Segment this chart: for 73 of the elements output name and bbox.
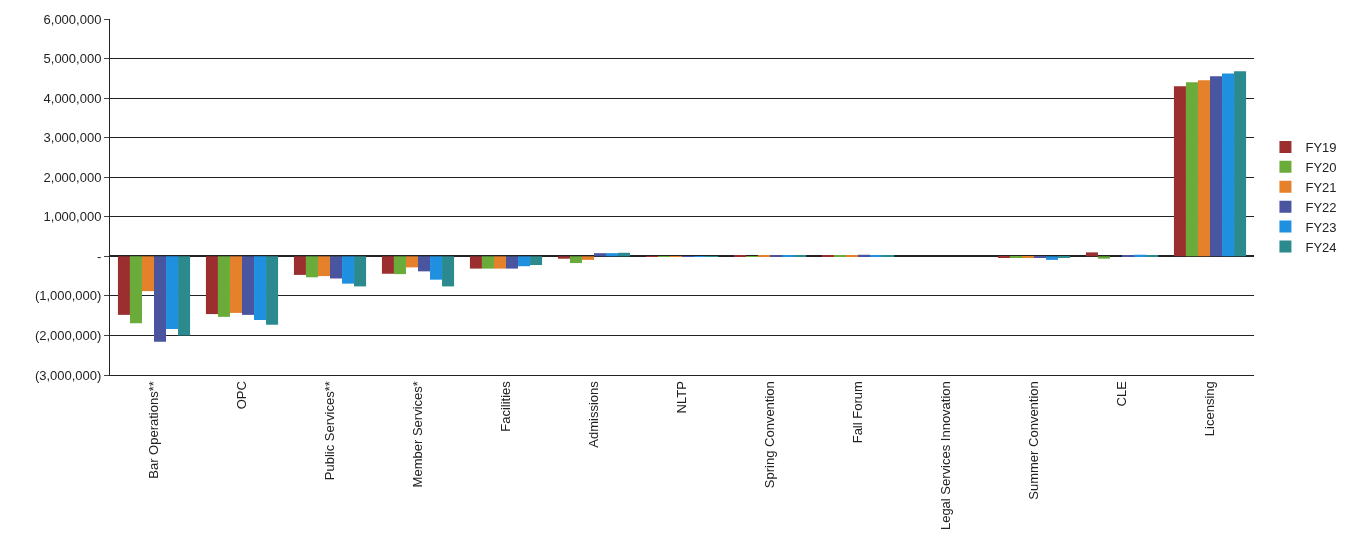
bar: [254, 256, 267, 321]
bar: [217, 256, 230, 317]
bar: [557, 256, 570, 259]
y-tick-label: (2,000,000): [34, 327, 102, 343]
bar: [393, 256, 406, 275]
y-tick-label: (1,000,000): [34, 288, 102, 304]
bar: [1173, 86, 1186, 257]
bar: [305, 256, 318, 278]
bar: [469, 256, 482, 269]
bar: [506, 256, 519, 269]
bar: [317, 256, 330, 277]
x-tick-label: Facilities: [498, 380, 514, 432]
bar: [530, 256, 543, 266]
y-tick-label: 4,000,000: [43, 90, 102, 106]
bar: [129, 256, 142, 324]
x-tick-label: Legal Services Innovation: [938, 381, 954, 531]
x-tick-label: Admissions: [586, 380, 602, 448]
bar: [154, 256, 167, 342]
x-tick-label: Bar Operations**: [146, 381, 162, 479]
bar: [242, 256, 255, 315]
legend-label: FY22: [1305, 199, 1337, 215]
bar: [1210, 76, 1223, 257]
bar: [405, 256, 418, 268]
bar: [1234, 71, 1247, 257]
x-tick-label: Summer Convention: [1026, 381, 1042, 500]
y-tick-label: 5,000,000: [43, 51, 102, 67]
bar: [1046, 256, 1059, 260]
y-tick-label: 1,000,000: [43, 209, 102, 225]
bar: [1085, 252, 1098, 257]
bar: [481, 256, 494, 269]
bar: [493, 256, 506, 269]
y-tick-label: (3,000,000): [34, 367, 102, 383]
bar: [1197, 80, 1210, 257]
bar: [266, 256, 279, 325]
bar: [581, 256, 594, 260]
x-tick-label: NLTP: [674, 381, 690, 414]
legend-label: FY21: [1305, 179, 1337, 195]
bar: [442, 256, 455, 287]
x-tick-label: Public Services**: [322, 381, 338, 481]
y-tick-label: 2,000,000: [43, 169, 102, 185]
legend-label: FY20: [1305, 159, 1337, 175]
bar: [606, 253, 619, 257]
y-tick-label: 3,000,000: [43, 130, 102, 146]
x-tick-label: OPC: [234, 381, 250, 410]
bar: [518, 256, 531, 267]
y-tick-label: -: [97, 248, 102, 264]
bar: [293, 256, 306, 275]
bar: [205, 256, 218, 315]
bar: [354, 256, 367, 287]
bar: [1185, 82, 1198, 257]
x-tick-label: Fall Forum: [850, 381, 866, 444]
bar: [381, 256, 394, 274]
legend-label: FY23: [1305, 219, 1337, 235]
x-tick-label: Licensing: [1202, 381, 1218, 437]
bar: [1097, 256, 1110, 259]
bar: [166, 256, 179, 330]
bar: [229, 256, 242, 313]
x-tick-label: Spring Convention: [762, 381, 778, 489]
bar: [141, 256, 154, 292]
bar: [430, 256, 443, 280]
legend-label: FY24: [1305, 239, 1337, 255]
x-tick-label: CLE: [1114, 380, 1130, 407]
bar: [178, 256, 191, 336]
x-tick-label: Member Services*: [410, 381, 426, 488]
bar: [1222, 73, 1235, 257]
bar: [342, 256, 355, 284]
bar: [117, 256, 130, 315]
bar: [569, 256, 582, 264]
legend-label: FY19: [1305, 140, 1337, 156]
y-tick-label: 6,000,000: [43, 11, 102, 27]
bar: [418, 256, 431, 272]
bar: [594, 253, 607, 257]
bar: [330, 256, 343, 279]
